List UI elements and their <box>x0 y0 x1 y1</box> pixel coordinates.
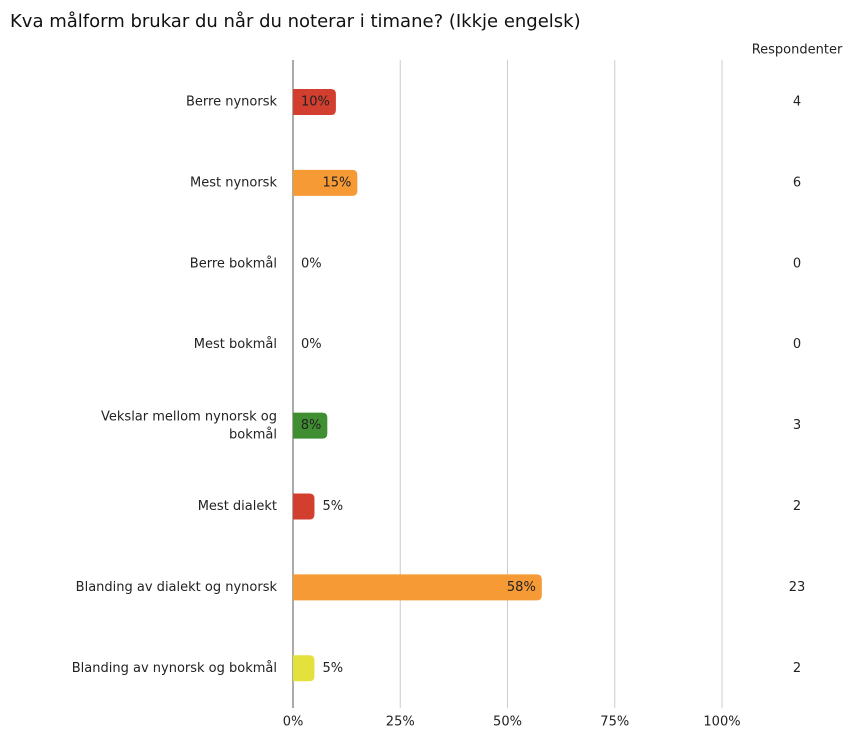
category-label: Mest bokmål <box>194 337 277 352</box>
x-tick-label: 75% <box>600 715 629 730</box>
category-label: Blanding av dialekt og nynorsk <box>76 580 278 595</box>
category-label: Berre nynorsk <box>186 95 277 110</box>
value-label: 8% <box>301 418 322 433</box>
x-tick-label: 50% <box>493 715 522 730</box>
respondents-header: Respondenter <box>752 43 843 58</box>
value-label: 5% <box>322 499 343 514</box>
category-label: Berre bokmål <box>190 256 277 271</box>
respondent-count: 2 <box>793 661 801 676</box>
bar <box>293 89 336 115</box>
value-label: 15% <box>322 175 351 190</box>
value-label: 10% <box>301 95 330 110</box>
category-label: Vekslar mellom nynorsk og bokmål <box>101 409 277 442</box>
bar <box>293 574 542 601</box>
bar <box>293 655 315 682</box>
respondent-count: 23 <box>789 580 806 595</box>
value-label: 5% <box>322 661 343 676</box>
category-label: Blanding av nynorsk og bokmål <box>72 661 277 676</box>
respondent-count: 6 <box>793 175 801 190</box>
x-tick-label: 100% <box>703 715 740 730</box>
bar <box>293 493 315 520</box>
respondent-count: 2 <box>793 499 801 514</box>
respondent-count: 3 <box>793 418 801 433</box>
bar <box>293 412 328 439</box>
value-label: 0% <box>301 256 322 271</box>
x-tick-label: 25% <box>386 715 415 730</box>
respondent-count: 0 <box>793 256 801 271</box>
chart-title: Kva målform brukar du når du noterar i t… <box>10 11 581 32</box>
respondent-count: 0 <box>793 337 801 352</box>
value-label: 0% <box>301 337 322 352</box>
respondent-count: 4 <box>793 95 801 110</box>
category-label: Mest nynorsk <box>190 175 277 190</box>
category-label: Mest dialekt <box>198 499 277 514</box>
x-tick-label: 0% <box>283 715 304 730</box>
value-label: 58% <box>507 580 536 595</box>
bar <box>293 169 358 196</box>
